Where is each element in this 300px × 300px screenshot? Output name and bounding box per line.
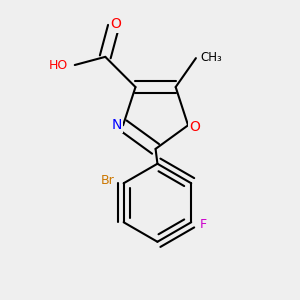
- Text: O: O: [189, 120, 200, 134]
- Text: O: O: [110, 17, 121, 32]
- Text: N: N: [111, 118, 122, 131]
- Text: Br: Br: [100, 174, 114, 187]
- Text: CH₃: CH₃: [200, 51, 222, 64]
- Text: HO: HO: [49, 58, 68, 71]
- Text: F: F: [200, 218, 206, 231]
